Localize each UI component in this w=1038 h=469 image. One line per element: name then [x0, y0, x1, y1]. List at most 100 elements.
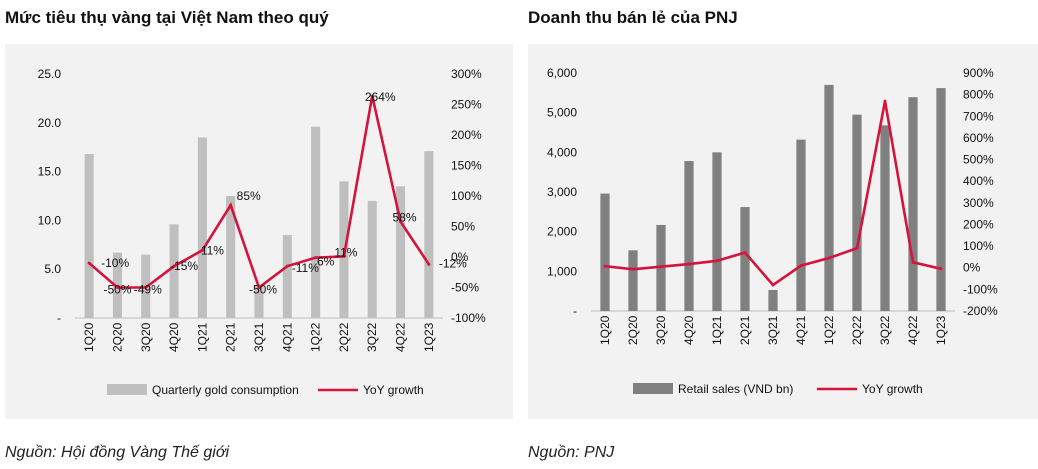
bar [768, 289, 778, 311]
bar [712, 152, 722, 311]
bar [311, 126, 321, 318]
x-tick-label: 1Q23 [422, 322, 436, 352]
growth-point [144, 286, 148, 289]
bar [226, 196, 236, 318]
bar [936, 88, 946, 311]
y-right-tick-label: -100% [963, 282, 998, 296]
x-tick-label: 1Q22 [309, 322, 323, 352]
legend-swatch-bars [633, 383, 673, 394]
y-right-tick-label: 0% [963, 261, 981, 275]
data-label: -10% [101, 256, 129, 270]
x-tick-label: 2Q22 [337, 322, 351, 352]
x-tick-label: 2Q20 [110, 322, 124, 352]
bar [908, 97, 918, 312]
y-right-tick-label: 100% [963, 239, 994, 253]
bar [112, 252, 122, 318]
x-tick-label: 4Q20 [682, 315, 696, 345]
x-tick-label: 4Q22 [394, 322, 408, 352]
bar [796, 139, 806, 311]
growth-line [604, 100, 942, 287]
y-left-tick-label: 4,000 [547, 145, 577, 159]
x-tick-label: 3Q20 [139, 322, 153, 352]
x-tick-label: 1Q21 [710, 315, 724, 345]
growth-point [229, 203, 233, 207]
x-tick-label: 2Q20 [626, 315, 640, 345]
data-label: -15% [170, 259, 198, 273]
y-right-tick-label: -200% [963, 304, 998, 318]
y-right-tick-label: 700% [963, 109, 994, 123]
y-left-tick-label: - [57, 311, 61, 325]
y-left-tick-label: 2,000 [547, 225, 577, 239]
growth-point [715, 259, 719, 263]
x-tick-label: 3Q21 [252, 322, 266, 352]
legend-label-bars: Retail sales (VND bn) [678, 382, 793, 396]
data-label: 58% [393, 211, 417, 225]
y-right-tick-label: 0% [451, 250, 469, 264]
growth-point [827, 256, 831, 260]
growth-point [342, 254, 346, 258]
growth-point [799, 264, 803, 268]
data-label: 11% [201, 243, 224, 257]
growth-point [200, 248, 204, 252]
x-tick-label: 1Q21 [195, 322, 209, 352]
growth-point [659, 265, 663, 269]
y-left-tick-label: 3,000 [547, 185, 577, 199]
pnj-retail-chart: - 1,000 2,000 3,000 4,000 5,000 6,000 -200% -100… [547, 66, 998, 396]
x-tick-label: 4Q21 [280, 322, 294, 352]
gold-consumption-chart: - 5.0 10.0 15.0 20.0 25.0 -100% -50% 0% 50% 100% 15… [38, 67, 486, 397]
growth-point [883, 99, 887, 103]
y-right-tick-label: 900% [963, 66, 994, 80]
bar [628, 250, 638, 311]
growth-point [370, 94, 374, 98]
data-label: -50% [103, 283, 131, 297]
y-left-tick-label: 25.0 [38, 67, 62, 81]
x-tick-label: 3Q22 [365, 322, 379, 352]
data-label: -50% [249, 283, 277, 297]
y-right-tick-label: 200% [963, 217, 994, 231]
bar [197, 137, 207, 318]
y-left-tick-label: 6,000 [547, 66, 577, 80]
x-tick-label: 3Q20 [654, 315, 668, 345]
x-tick-label: 4Q21 [794, 315, 808, 345]
y-left-tick-label: - [573, 304, 577, 318]
y-left-tick-label: 1,000 [547, 264, 577, 278]
growth-point [172, 264, 176, 268]
data-label: 11% [334, 245, 357, 259]
legend-swatch-bars [107, 384, 147, 395]
y-left-tick-label: 5,000 [547, 106, 577, 120]
chart-frame [528, 44, 1038, 419]
y-right-tick-label: -100% [451, 311, 486, 325]
x-tick-label: 1Q22 [822, 315, 836, 345]
chart-panel-pnj-retail: Doanh thu bán lẻ của PNJ - 1,000 2,000 3,00… [519, 0, 1038, 469]
x-tick-label: 3Q21 [766, 315, 780, 345]
data-label: 264% [365, 90, 396, 104]
chart-panel-gold-consumption: Mức tiêu thụ vàng tại Việt Nam theo quý … [5, 8, 513, 461]
bar [740, 207, 750, 311]
bar [282, 235, 292, 318]
x-tick-label: 2Q21 [224, 322, 238, 352]
data-label: 6% [317, 255, 335, 269]
bar [684, 161, 694, 311]
x-tick-label: 2Q22 [850, 315, 864, 345]
y-left-tick-label: 10.0 [38, 213, 62, 227]
x-tick-label: 2Q21 [738, 315, 752, 345]
y-right-tick-label: 400% [963, 174, 994, 188]
y-right-tick-label: 150% [451, 159, 482, 173]
y-right-tick-label: 100% [451, 189, 482, 203]
growth-point [257, 286, 261, 289]
bar [424, 151, 434, 318]
growth-point [87, 261, 91, 265]
y-right-tick-label: 600% [963, 131, 994, 145]
growth-point [771, 283, 775, 287]
y-right-tick-label: 800% [963, 88, 994, 102]
x-tick-label: 1Q20 [82, 322, 96, 352]
bar [169, 224, 179, 318]
data-label: -11% [292, 261, 319, 275]
growth-point [285, 264, 289, 268]
x-tick-label: 4Q22 [906, 315, 920, 345]
chart-title: Doanh thu bán lẻ của PNJ [528, 8, 738, 27]
chart-title: Mức tiêu thụ vàng tại Việt Nam theo quý [5, 8, 329, 27]
chart-source: Nguồn: Hội đồng Vàng Thế giới [5, 444, 230, 461]
y-right-tick-label: -50% [451, 281, 479, 295]
growth-point [687, 262, 691, 266]
